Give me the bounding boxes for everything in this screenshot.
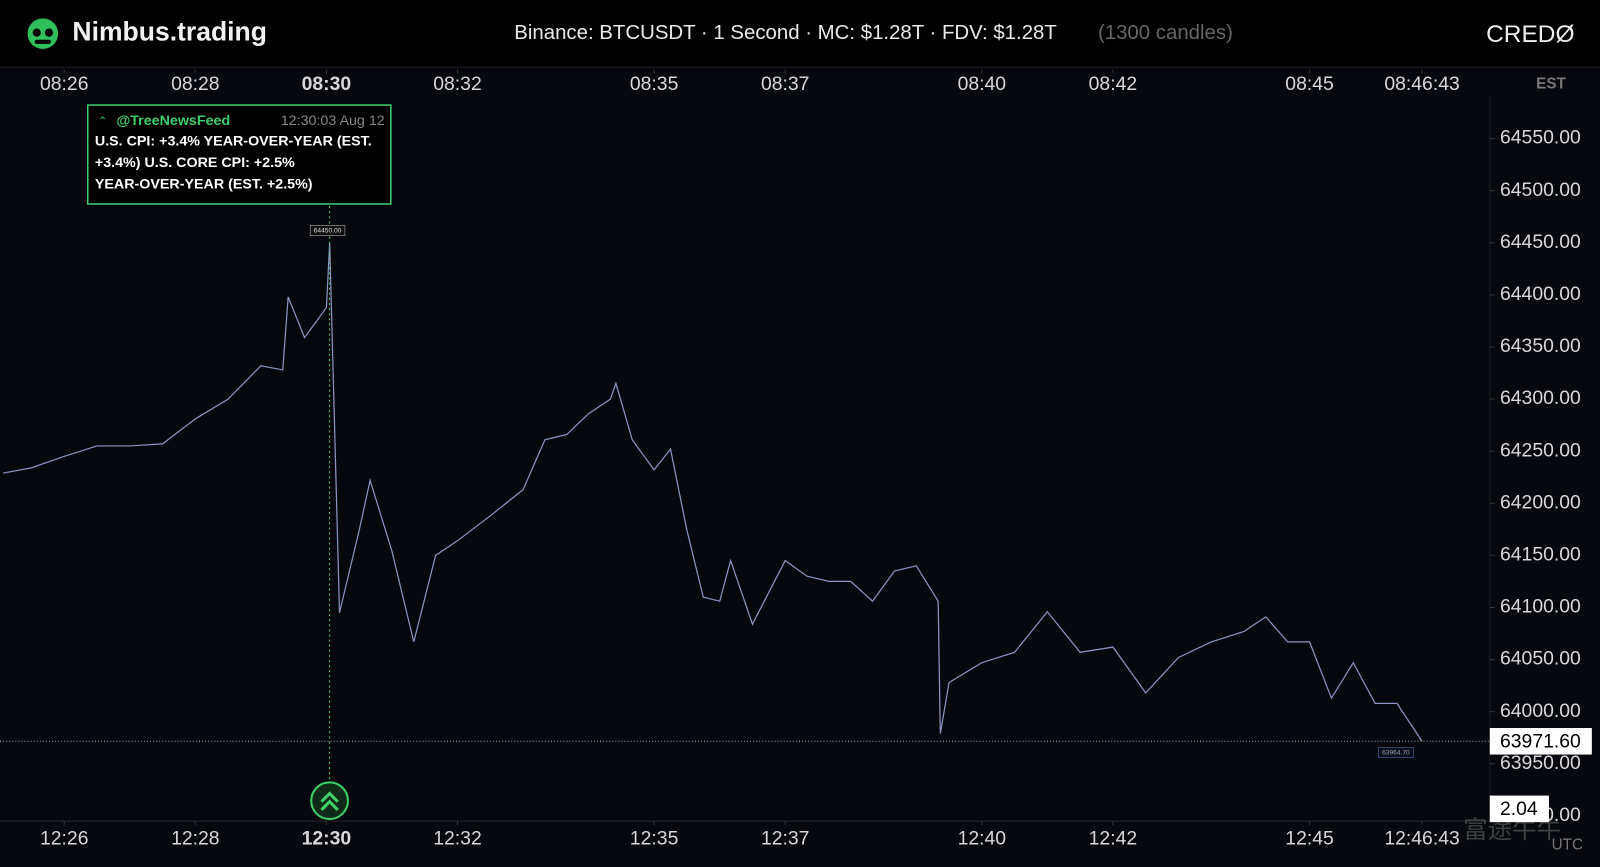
y-tick-label: 64350.00 — [1500, 335, 1581, 357]
news-text: +3.4%) U.S. CORE CPI: +2.5% — [95, 155, 295, 171]
y-tick-label: 64000.00 — [1500, 700, 1581, 722]
high-box — [309, 225, 346, 236]
logo — [27, 18, 59, 49]
volume-label: 2.04 — [1500, 798, 1538, 820]
y-tick-label: 64550.00 — [1500, 127, 1581, 149]
x-tick-label: 08:46:43 — [1384, 73, 1459, 95]
y-tick-label: 64450.00 — [1500, 231, 1581, 253]
news-text: YEAR-OVER-YEAR (EST. +2.5%) — [95, 176, 313, 192]
x-tick-label: 08:30 — [302, 73, 352, 95]
plot — [2, 242, 1423, 742]
candle-count: (1300 candles) — [1098, 22, 1233, 44]
y-tick-label: 64050.00 — [1500, 648, 1581, 670]
y-tick-label: 64200.00 — [1500, 491, 1581, 513]
y-tick-label: 63950.00 — [1500, 752, 1581, 774]
y-tick-label: 64500.00 — [1500, 179, 1581, 201]
x-tick-label: 08:45 — [1285, 73, 1334, 95]
news-time: 12:30:03 Aug 12 — [281, 113, 385, 129]
last-price-label: 63971.60 — [1500, 730, 1581, 752]
x-tick-label: 08:32 — [433, 73, 482, 95]
partner-logo[interactable]: CREDØ — [1486, 21, 1574, 48]
high-label: 64450.00 — [314, 227, 342, 234]
header-bar — [0, 0, 1600, 68]
last-price-box — [1489, 728, 1592, 755]
x-tick-label: 12:32 — [433, 828, 482, 850]
top-timezone: EST — [1536, 76, 1566, 93]
y-tick-label: 64300.00 — [1500, 387, 1581, 409]
y-tick-label: 64100.00 — [1500, 596, 1581, 618]
news-text: U.S. CPI: +3.4% YEAR-OVER-YEAR (EST. — [95, 134, 372, 150]
y-tick-label: 64400.00 — [1500, 283, 1581, 305]
x-tick-label: 12:42 — [1089, 828, 1138, 850]
news-source: @TreeNewsFeed — [116, 113, 230, 129]
x-tick-label: 08:26 — [40, 73, 89, 95]
brand[interactable]: Nimbus.trading — [72, 17, 266, 47]
x-tick-label: 12:30 — [302, 828, 352, 850]
market-info: Binance: BTCUSDT · 1 Second · MC: $1.28T… — [514, 22, 1057, 44]
volume-box — [1489, 795, 1549, 823]
x-tick-label: 12:28 — [171, 828, 220, 850]
x-tick-label: 12:46:43 — [1384, 828, 1459, 850]
x-tick-label: 12:35 — [630, 828, 679, 850]
x-tick-label: 08:40 — [958, 73, 1007, 95]
low-box — [1378, 747, 1414, 758]
y-tick-label: 64250.00 — [1500, 439, 1581, 461]
news-marker-icon — [320, 791, 339, 811]
news-card-box — [86, 104, 392, 205]
x-tick-label: 12:26 — [40, 828, 89, 850]
x-tick-label: 08:35 — [630, 73, 679, 95]
x-tick-label: 08:28 — [171, 73, 220, 95]
news-card[interactable]: ⌃ @TreeNewsFeed 12:30:03 Aug 12 U.S. CPI… — [86, 104, 392, 205]
price-line — [2, 242, 1423, 742]
x-tick-label: 08:37 — [761, 73, 810, 95]
y-tick-label: 64150.00 — [1500, 544, 1581, 566]
low-label: 63964.70 — [1382, 749, 1410, 756]
x-tick-label: 08:42 — [1089, 73, 1138, 95]
news-icon: ⌃ — [98, 115, 107, 127]
bottom-timezone: UTC — [1552, 837, 1583, 854]
x-tick-label: 12:40 — [958, 828, 1007, 850]
x-tick-label: 12:45 — [1285, 828, 1334, 850]
x-tick-label: 12:37 — [761, 828, 810, 850]
